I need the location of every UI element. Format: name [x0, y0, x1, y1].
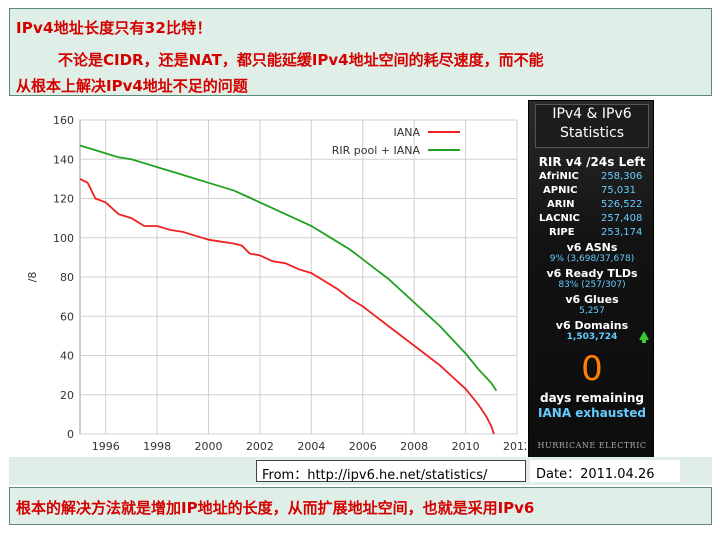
y-tick-label: 120 [53, 193, 74, 206]
y-axis-label: /8 [26, 272, 39, 283]
domain-title: v6 Domains [555, 319, 629, 332]
conclusion-text: 根本的解决方法就是增加IP地址的长度，从而扩展地址空间，也就是采用IPv6 [16, 499, 535, 517]
y-tick-label: 80 [60, 271, 74, 284]
rir-value: 258,306 [601, 171, 643, 182]
series-line-iana [79, 178, 495, 435]
x-tick-label: 2006 [349, 440, 377, 453]
chart-svg: 0 20 40 60 80 100 120 140 160 1996 1998 2000 2002 200… [26, 114, 526, 453]
rir-title: RIR v4 /24s Left [538, 155, 646, 169]
legend-label: IANA [393, 126, 420, 139]
source-url-box: From：http://ipv6.he.net/statistics/ [256, 460, 526, 483]
rir-name: APNIC [543, 185, 578, 196]
glue-title: v6 Glues [565, 293, 619, 306]
x-tick-label: 2012 [503, 440, 526, 453]
rir-value: 257,408 [601, 213, 643, 224]
x-tick-label: 2004 [297, 440, 325, 453]
y-tick-label: 140 [53, 153, 74, 166]
statistics-header-line1: IPv4 & IPv6 [552, 106, 632, 122]
hurricane-electric-logo: HURRICANE ELECTRIC [537, 441, 647, 450]
x-tick-label: 2002 [246, 440, 274, 453]
source-date: Date：2011.04.26 [536, 467, 655, 482]
x-tick-label: 1998 [143, 440, 171, 453]
x-tick-label: 2008 [400, 440, 428, 453]
y-tick-label: 0 [67, 428, 74, 441]
intro-line-2: 不论是CIDR，还是NAT，都只能延缓IPv4地址空间的耗尽速度，而不能 [58, 51, 544, 69]
iana-exhausted-label: IANA exhausted [538, 406, 646, 420]
date-box: Date：2011.04.26 [530, 460, 680, 482]
statistics-header-line2: Statistics [560, 125, 624, 141]
days-remaining-label: days remaining [539, 391, 645, 405]
rir-name: AfriNIC [539, 171, 579, 182]
up-arrow-icon [639, 331, 649, 340]
domain-value: 1,503,724 [566, 332, 618, 342]
glue-value: 5,257 [579, 306, 605, 316]
statistics-panel: IPv4 & IPv6 Statistics RIR v4 /24s Left … [528, 100, 654, 458]
conclusion-callout: 根本的解决方法就是增加IP地址的长度，从而扩展地址空间，也就是采用IPv6 [9, 487, 712, 525]
rir-name: ARIN [547, 199, 575, 210]
rir-value: 75,031 [601, 185, 636, 196]
asn-title: v6 ASNs [566, 241, 618, 254]
intro-line-1: IPv4地址长度只有32比特！ [16, 19, 212, 37]
legend-label: RIR pool + IANA [332, 144, 421, 157]
source-url: From：http://ipv6.he.net/statistics/ [262, 468, 488, 483]
tld-value: 83% (257/307) [558, 280, 626, 290]
y-tick-label: 160 [53, 114, 74, 127]
y-tick-label: 100 [53, 232, 74, 245]
asn-value: 9% (3,698/37,678) [549, 254, 635, 264]
x-tick-label: 2000 [195, 440, 223, 453]
rir-value: 253,174 [601, 227, 643, 238]
x-tick-label: 2010 [452, 440, 480, 453]
rir-value: 526,522 [601, 199, 643, 210]
tld-title: v6 Ready TLDs [546, 267, 638, 280]
rir-name: RIPE [549, 227, 575, 238]
ipv4-exhaustion-chart: 0 20 40 60 80 100 120 140 160 1996 1998 2000 2002 200… [20, 102, 526, 464]
intro-callout: IPv4地址长度只有32比特！ 不论是CIDR，还是NAT，都只能延缓IPv4地… [9, 8, 712, 96]
statistics-header: IPv4 & IPv6 Statistics [535, 104, 649, 148]
up-arrow-icon-stem [642, 339, 646, 343]
y-tick-label: 60 [60, 310, 74, 323]
rir-name: LACNIC [539, 213, 580, 224]
y-tick-label: 20 [60, 389, 74, 402]
y-tick-label: 40 [60, 350, 74, 363]
x-tick-label: 1996 [92, 440, 120, 453]
intro-line-3: 从根本上解决IPv4地址不足的问题 [16, 77, 248, 95]
series-line-rir-pool-iana [79, 144, 498, 392]
days-remaining-value: 0 [581, 349, 603, 389]
